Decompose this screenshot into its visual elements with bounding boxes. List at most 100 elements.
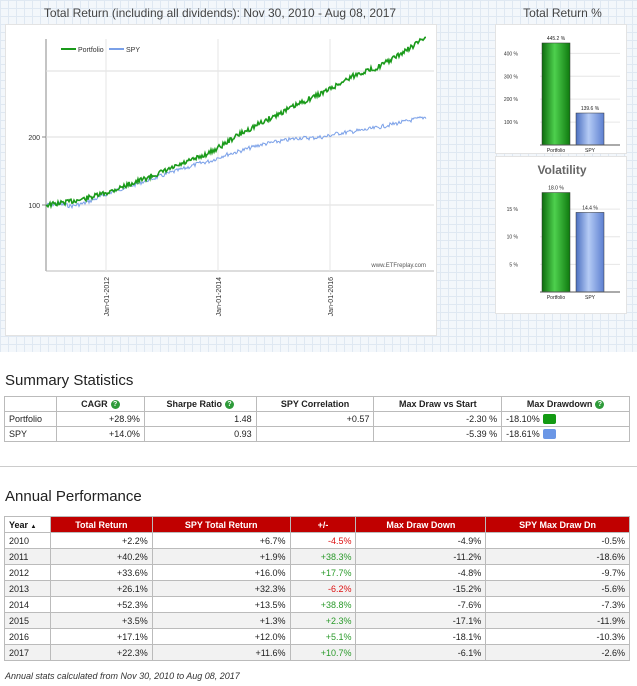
max-drawdown-cell: -18.61% [501, 426, 630, 442]
volatility-title: Volatility [537, 163, 586, 177]
year-cell: 2010 [4, 532, 51, 549]
total-return-cell: +26.1% [49, 580, 153, 597]
total-return-cell: +3.5% [49, 612, 153, 629]
category-label: Portfolio [547, 148, 566, 154]
summary-table: CAGR? Sharpe Ratio? SPY Correlation Max … [4, 396, 630, 442]
annual-footnote: Annual stats calculated from Nov 30, 201… [5, 671, 240, 681]
row-label: Portfolio [4, 411, 57, 427]
table-row: 2010 +2.2% +6.7% -4.5% -4.9% -0.5% [4, 532, 630, 549]
year-header-sortable[interactable]: Year ▲ [4, 516, 51, 533]
correlation-value [255, 426, 375, 442]
spy-total-return-cell: +11.6% [151, 644, 291, 661]
help-icon[interactable]: ? [224, 400, 234, 410]
spy-total-return-cell: +1.3% [151, 612, 291, 629]
spy-max-draw-dn-cell: -9.7% [485, 564, 630, 581]
y-tick-label: 5 % [509, 262, 518, 268]
category-label: SPY [585, 148, 596, 154]
max-draw-down-cell: -11.2% [355, 548, 487, 565]
spy-total-return-cell: +1.9% [151, 548, 291, 565]
table-row: 2011 +40.2% +1.9% +38.3% -11.2% -18.6% [4, 548, 630, 565]
bar-spy [575, 212, 605, 293]
section-divider [0, 466, 637, 467]
max-draw-down-cell: -7.6% [355, 596, 487, 613]
annual-header-total-return[interactable]: Total Return [49, 516, 153, 533]
year-cell: 2014 [4, 596, 51, 613]
year-cell: 2011 [4, 548, 51, 565]
total-return-cell: +33.6% [49, 564, 153, 581]
y-tick-label: 400 % [504, 51, 519, 57]
x-tick-label: Jan-01-2016 [328, 277, 335, 316]
spy-max-draw-dn-cell: -5.6% [485, 580, 630, 597]
y-tick-label: 15 % [507, 207, 519, 213]
y-tick-label: 100 % [504, 120, 519, 126]
annual-header-spy-total-return[interactable]: SPY Total Return [151, 516, 291, 533]
portfolio-drawdown-bar [542, 414, 556, 425]
bar-value-label: 445.2 % [547, 36, 566, 42]
y-tick-label: 100 [28, 203, 40, 210]
draw-start-value: -2.30 % [373, 411, 503, 427]
max-draw-down-cell: -6.1% [355, 644, 487, 661]
diff-cell: -4.5% [289, 532, 357, 549]
summary-header-draw-start: Max Draw vs Start [373, 396, 503, 412]
max-draw-down-cell: -4.9% [355, 532, 487, 549]
bar-portfolio [541, 42, 571, 146]
total-return-cell: +2.2% [49, 532, 153, 549]
diff-cell: +10.7% [289, 644, 357, 661]
volatility-bar-chart: Volatility 5 % 10 % 15 % 18.0 % Portfolio 14.… [507, 163, 620, 301]
cagr-value: +14.0% [55, 426, 145, 442]
x-tick-label: Jan-01-2012 [104, 277, 111, 316]
draw-start-value: -5.39 % [373, 426, 503, 442]
legend-portfolio-label: Portfolio [78, 47, 104, 54]
spy-max-draw-dn-cell: -18.6% [485, 548, 630, 565]
total-return-bar-chart: 100 % 200 % 300 % 400 % 445.2 % Portfolio 139.… [504, 36, 620, 154]
diff-cell: +38.3% [289, 548, 357, 565]
bar-spy [575, 112, 605, 146]
annual-header-max-draw-down[interactable]: Max Draw Down [355, 516, 487, 533]
cagr-value: +28.9% [55, 411, 145, 427]
diff-cell: +5.1% [289, 628, 357, 645]
total-return-cell: +40.2% [49, 548, 153, 565]
y-tick-label: 200 [28, 135, 40, 142]
year-cell: 2017 [4, 644, 51, 661]
spy-total-return-cell: +32.3% [151, 580, 291, 597]
main-chart-panel: 100 200 Jan-01-2012 Jan-01-2014 Jan-01-2016 … [5, 24, 437, 336]
spy-total-return-cell: +13.5% [151, 596, 291, 613]
spy-max-draw-dn-cell: -11.9% [485, 612, 630, 629]
summary-row-portfolio: Portfolio +28.9% 1.48 +0.57 -2.30 % -18.… [4, 411, 630, 427]
volatility-panel: Volatility 5 % 10 % 15 % 18.0 % Portfolio 14.… [495, 156, 627, 314]
table-row: 2013 +26.1% +32.3% -6.2% -15.2% -5.6% [4, 580, 630, 597]
category-label: SPY [585, 295, 596, 301]
spy-max-draw-dn-cell: -7.3% [485, 596, 630, 613]
bar-portfolio [541, 192, 571, 293]
annual-header-spy-max-draw-dn[interactable]: SPY Max Draw Dn [485, 516, 630, 533]
max-draw-down-cell: -17.1% [355, 612, 487, 629]
total-return-title: Total Return % [523, 6, 602, 20]
table-row: 2012 +33.6% +16.0% +17.7% -4.8% -9.7% [4, 564, 630, 581]
spy-max-draw-dn-cell: -10.3% [485, 628, 630, 645]
sharpe-value: 0.93 [143, 426, 257, 442]
annual-header-diff[interactable]: +/- [289, 516, 357, 533]
spy-total-return-cell: +12.0% [151, 628, 291, 645]
spy-total-return-cell: +6.7% [151, 532, 291, 549]
table-row: 2015 +3.5% +1.3% +2.3% -17.1% -11.9% [4, 612, 630, 629]
y-tick-label: 200 % [504, 97, 519, 103]
diff-cell: +2.3% [289, 612, 357, 629]
sort-asc-icon: ▲ [30, 523, 37, 530]
max-drawdown-value: -18.61% [506, 428, 540, 439]
year-cell: 2016 [4, 628, 51, 645]
help-icon[interactable]: ? [110, 400, 120, 410]
max-drawdown-value: -18.10% [506, 413, 540, 424]
help-icon[interactable]: ? [595, 400, 605, 410]
total-return-panel: 100 % 200 % 300 % 400 % 445.2 % Portfolio 139.… [495, 24, 627, 154]
main-chart-title: Total Return (including all dividends): … [43, 6, 397, 20]
total-return-cell: +52.3% [49, 596, 153, 613]
row-label: SPY [4, 426, 57, 442]
y-tick-label: 10 % [507, 235, 519, 241]
spy-drawdown-bar [542, 429, 556, 440]
y-tick-label: 300 % [504, 74, 519, 80]
total-return-cell: +17.1% [49, 628, 153, 645]
total-return-cell: +22.3% [49, 644, 153, 661]
spy-max-draw-dn-cell: -2.6% [485, 644, 630, 661]
x-tick-label: Jan-01-2014 [216, 277, 223, 316]
